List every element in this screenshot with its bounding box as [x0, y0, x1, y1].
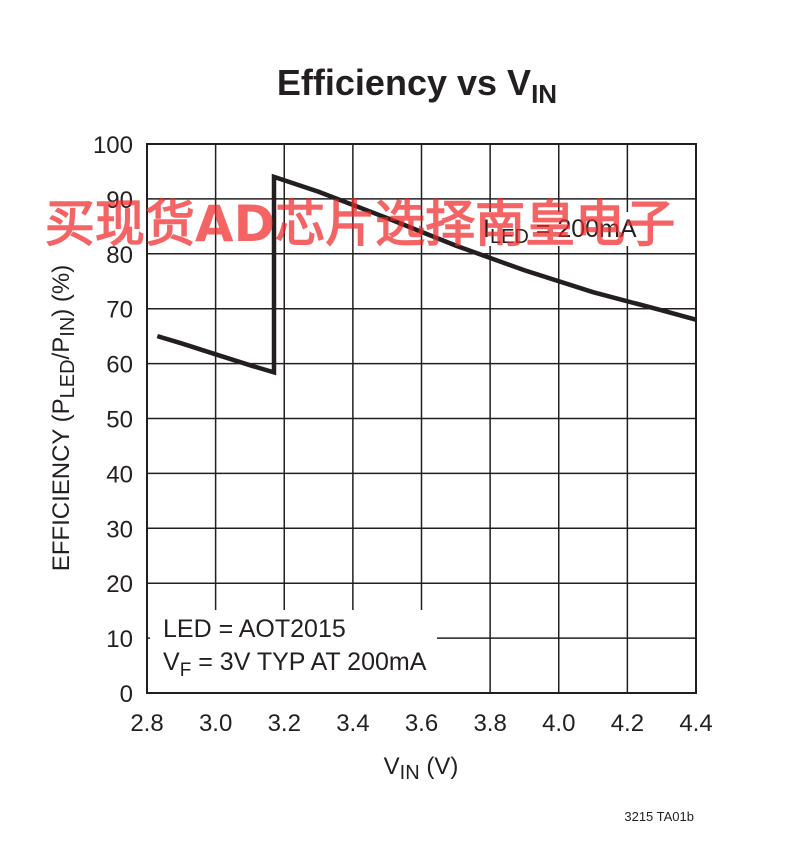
y-tick-label: 90 — [106, 187, 133, 214]
x-tick-label: 3.6 — [405, 710, 438, 737]
y-tick-label: 20 — [106, 571, 133, 598]
led-legend-box — [150, 610, 437, 692]
x-tick-label: 2.8 — [130, 710, 163, 737]
y-tick-label: 50 — [106, 407, 133, 434]
y-axis-label: EFFICIENCY (PLED/PIN) (%) — [48, 265, 79, 572]
y-tick-label: 10 — [106, 626, 133, 653]
y-tick-label: 60 — [106, 352, 133, 379]
led-annotation: LED = AOT2015 — [163, 615, 346, 643]
y-tick-label: 30 — [106, 516, 133, 543]
tick-labels: 2.8 3.0 3.2 3.4 3.6 3.8 4.0 4.2 4.4 0 10 20 30 40 50 60… — [93, 132, 713, 737]
y-tick-label: 70 — [106, 297, 133, 324]
chart-title: Efficiency vs VIN — [277, 62, 557, 109]
x-tick-label: 3.8 — [473, 710, 506, 737]
y-tick-label: 80 — [106, 242, 133, 269]
x-tick-label: 4.2 — [611, 710, 644, 737]
x-axis-label: VIN (V) — [384, 753, 459, 784]
x-tick-label: 3.0 — [199, 710, 232, 737]
x-tick-label: 4.0 — [542, 710, 575, 737]
plot-frame — [146, 143, 697, 694]
current-label-bg — [480, 212, 640, 246]
vf-annotation: VF = 3V TYP AT 200mA — [163, 648, 427, 681]
chart-title-subscript: IN — [531, 79, 557, 109]
x-tick-label: 3.2 — [268, 710, 301, 737]
y-tick-label: 40 — [106, 461, 133, 488]
x-tick-label: 4.4 — [679, 710, 712, 737]
y-tick-label: 100 — [93, 132, 133, 159]
y-tick-label: 0 — [120, 681, 133, 708]
watermark-text: 买现货AD芯片选择南皇电子 — [45, 195, 675, 253]
efficiency-series-line — [156, 173, 697, 376]
figure-id: 3215 TA01b — [624, 809, 694, 824]
x-tick-label: 3.4 — [336, 710, 369, 737]
current-annotation: ILED = 200mA — [483, 215, 637, 248]
